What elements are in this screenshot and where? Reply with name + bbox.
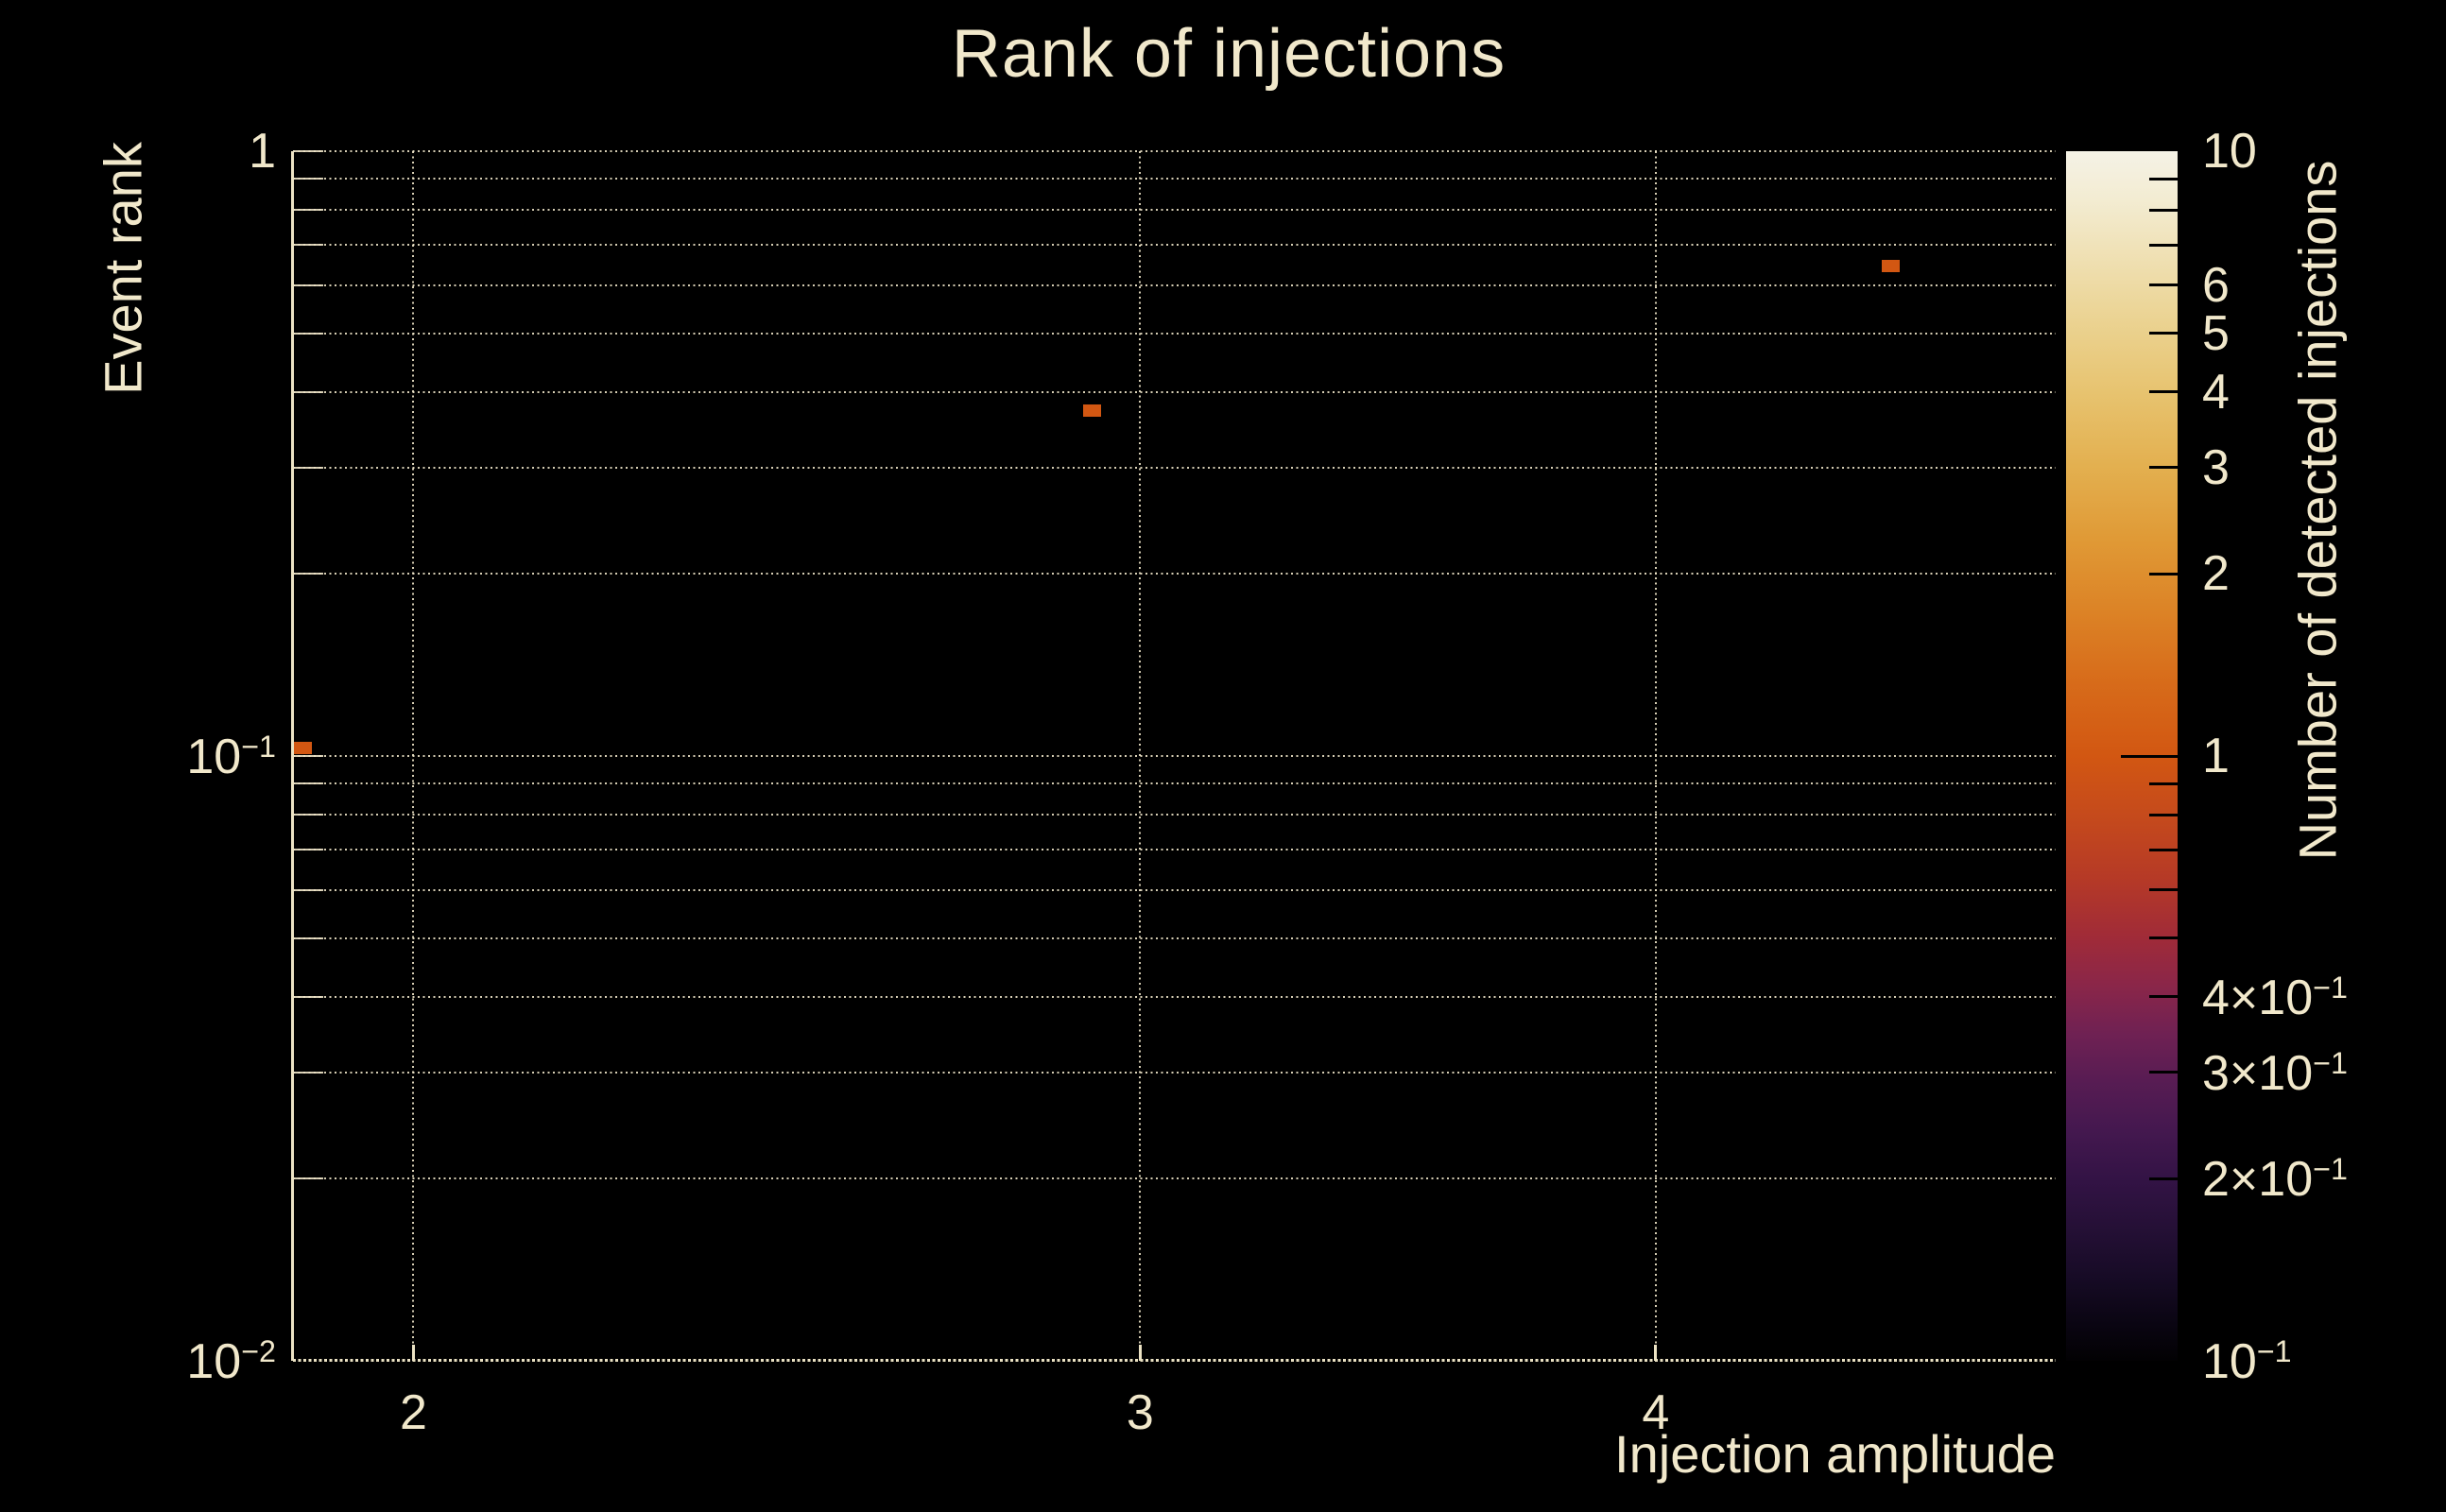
x-axis-tick: [1138, 1345, 1142, 1361]
colorbar-minor-tick: [2149, 466, 2178, 470]
h-gridline: [293, 150, 2056, 152]
heatmap-cell: [293, 742, 312, 755]
colorbar-minor-tick: [2149, 1071, 2178, 1074]
colorbar-label: Number of detected injections: [2287, 160, 2348, 861]
x-tick-label: 2: [399, 1385, 427, 1440]
colorbar-minor-tick: [2149, 332, 2178, 335]
y-minor-tick: [293, 1177, 323, 1180]
y-axis-spine: [291, 151, 294, 1361]
colorbar-minor-tick: [2149, 813, 2178, 816]
colorbar-tick-label: 4×10−1: [2202, 970, 2348, 1025]
colorbar-tick-label: 5: [2202, 305, 2230, 361]
colorbar-minor-tick: [2149, 848, 2178, 851]
colorbar-minor-tick: [2149, 208, 2178, 212]
colorbar-tick-label: 3×10−1: [2202, 1045, 2348, 1101]
y-minor-tick: [293, 332, 323, 335]
y-minor-tick: [293, 573, 323, 576]
colorbar-minor-tick: [2149, 177, 2178, 180]
h-gridline: [293, 936, 2056, 939]
colorbar-tick-label: 6: [2202, 257, 2230, 313]
chart-title: Rank of injections: [951, 16, 1507, 92]
colorbar-minor-tick: [2149, 284, 2178, 287]
colorbar-minor-tick: [2149, 572, 2178, 576]
y-minor-tick: [293, 209, 323, 212]
h-gridline: [293, 178, 2056, 180]
v-gridline: [412, 151, 415, 1361]
colorbar-tick-label: 1: [2202, 729, 2230, 783]
h-gridline: [293, 755, 2056, 757]
x-axis-tick: [411, 1345, 415, 1361]
y-tick-label: 1: [249, 124, 276, 179]
h-gridline: [293, 390, 2056, 393]
h-gridline: [293, 849, 2056, 851]
v-gridline: [1654, 151, 1657, 1361]
h-gridline: [293, 573, 2056, 576]
x-axis-tick: [1654, 1345, 1658, 1361]
y-minor-tick: [293, 150, 323, 152]
y-minor-tick: [293, 814, 323, 816]
colorbar-minor-tick: [2149, 390, 2178, 394]
y-minor-tick: [293, 755, 323, 757]
h-gridline: [293, 814, 2056, 816]
colorbar-minor-tick: [2149, 782, 2178, 785]
y-tick-label: 10−1: [186, 729, 276, 784]
y-minor-tick: [293, 284, 323, 286]
heatmap-cell: [1082, 404, 1101, 418]
x-tick-label: 3: [1126, 1385, 1154, 1440]
h-gridline: [293, 209, 2056, 212]
h-gridline: [293, 284, 2056, 286]
x-axis-spine: [293, 1359, 2056, 1362]
colorbar-tick-label: 10−1: [2202, 1333, 2292, 1389]
h-gridline: [293, 995, 2056, 998]
colorbar-minor-tick: [2149, 936, 2178, 940]
y-minor-tick: [293, 936, 323, 939]
x-tick-label: 4: [1642, 1385, 1670, 1440]
colorbar-tick-label: 10: [2202, 124, 2257, 179]
colorbar-tick-label: 4: [2202, 364, 2230, 420]
y-minor-tick: [293, 244, 323, 247]
h-gridline: [293, 1071, 2056, 1074]
y-minor-tick: [293, 390, 323, 393]
y-minor-tick: [293, 782, 323, 785]
heatmap-cell: [1881, 259, 1900, 272]
y-tick-label: 10−2: [186, 1333, 276, 1389]
y-minor-tick: [293, 995, 323, 998]
h-gridline: [293, 1177, 2056, 1180]
h-gridline: [293, 782, 2056, 785]
v-gridline: [1139, 151, 1142, 1361]
colorbar-minor-tick: [2149, 1177, 2178, 1180]
h-gridline: [293, 244, 2056, 247]
y-minor-tick: [293, 1071, 323, 1074]
y-axis-label: Event rank: [93, 142, 153, 395]
colorbar-tick-label: 2×10−1: [2202, 1152, 2348, 1208]
colorbar-minor-tick: [2149, 888, 2178, 892]
y-minor-tick: [293, 178, 323, 180]
colorbar-tick-label: 2: [2202, 546, 2230, 602]
colorbar-minor-tick: [2149, 243, 2178, 247]
y-minor-tick: [293, 888, 323, 891]
x-axis-label: Injection amplitude: [1614, 1424, 2056, 1484]
h-gridline: [293, 888, 2056, 891]
colorbar-major-tick: [2121, 754, 2178, 758]
h-gridline: [293, 466, 2056, 469]
colorbar-minor-tick: [2149, 995, 2178, 999]
colorbar-tick-label: 3: [2202, 439, 2230, 495]
y-minor-tick: [293, 466, 323, 469]
h-gridline: [293, 332, 2056, 335]
y-minor-tick: [293, 849, 323, 851]
